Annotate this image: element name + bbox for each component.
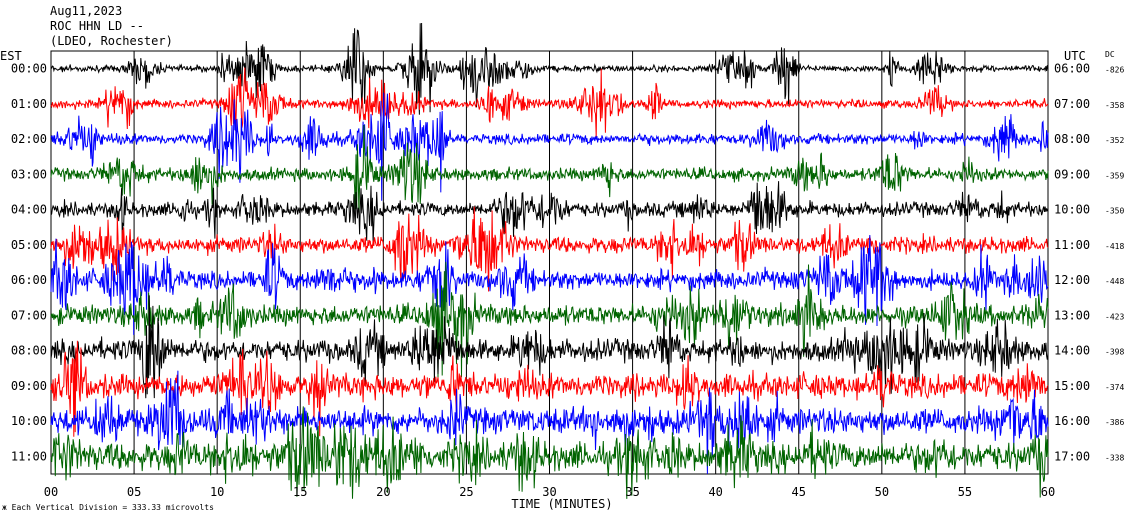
x-tick-label: 00 (44, 485, 58, 499)
right-time-label: 07:00 (1054, 97, 1090, 111)
x-tick-label: 35 (625, 485, 639, 499)
x-axis-label: TIME (MINUTES) (511, 497, 612, 511)
dc-value-label: -352 (1105, 136, 1124, 145)
right-time-label: 11:00 (1054, 238, 1090, 252)
right-time-label: 10:00 (1054, 203, 1090, 217)
trace-row-08:00 (50, 295, 1049, 399)
trace-row-10:00 (50, 370, 1049, 475)
left-time-label: 05:00 (11, 238, 47, 252)
trace-row-07:00 (50, 261, 1049, 379)
x-axis-ticks: 00 05 10 15 20 25 30 35 40 45 50 55 60 (44, 485, 1055, 499)
location-label: (LDEO, Rochester) (50, 34, 173, 48)
left-time-label: 02:00 (11, 132, 47, 146)
right-time-label: 17:00 (1054, 449, 1090, 463)
right-time-label: 09:00 (1054, 167, 1090, 181)
scale-note: ж Each Vertical Division = 333.33 microv… (2, 503, 214, 512)
trace-row-03:00 (50, 124, 1049, 213)
right-time-label: 13:00 (1054, 308, 1090, 322)
x-tick-label: 15 (293, 485, 307, 499)
dc-value-label: -386 (1105, 418, 1124, 427)
x-tick-label: 30 (542, 485, 556, 499)
left-time-label: 04:00 (11, 203, 47, 217)
trace-row-01:00 (50, 67, 1049, 138)
right-time-label: 15:00 (1054, 379, 1090, 393)
trace-row-09:00 (50, 340, 1049, 437)
x-tick-label: 05 (127, 485, 141, 499)
left-time-label: 11:00 (11, 449, 47, 463)
x-tick-label: 45 (792, 485, 806, 499)
left-time-label: 09:00 (11, 379, 47, 393)
left-time-label: 03:00 (11, 167, 47, 181)
date-label: Aug11,2023 (50, 4, 122, 18)
right-timezone-label: UTC (1064, 49, 1086, 63)
x-tick-label: 20 (376, 485, 390, 499)
left-time-label: 08:00 (11, 344, 47, 358)
trace-row-02:00 (50, 92, 1049, 201)
trace-row-05:00 (50, 206, 1049, 292)
x-tick-label: 60 (1041, 485, 1055, 499)
left-time-label: 01:00 (11, 97, 47, 111)
dc-value-label: -418 (1105, 242, 1124, 251)
trace-row-06:00 (50, 234, 1049, 335)
trace-row-11:00 (50, 406, 1049, 499)
dc-value-label: -350 (1105, 207, 1124, 216)
scale-note-text: Each Vertical Division = 333.33 microvol… (12, 503, 214, 512)
right-time-label: 06:00 (1054, 62, 1090, 76)
trace-row-00:00 (50, 22, 1049, 115)
x-tick-label: 50 (875, 485, 889, 499)
left-time-label: 06:00 (11, 273, 47, 287)
right-time-label: 12:00 (1054, 273, 1090, 287)
station-label: ROC HHN LD -- (50, 19, 144, 33)
dc-value-label: -398 (1105, 348, 1124, 357)
x-tick-label: 25 (459, 485, 473, 499)
dc-value-label: -338 (1105, 453, 1124, 462)
grid (50, 51, 1049, 474)
dc-value-label: -374 (1105, 383, 1124, 392)
trace-row-04:00 (50, 181, 1049, 244)
left-time-label: 00:00 (11, 62, 47, 76)
right-time-label: 14:00 (1054, 344, 1090, 358)
dc-value-label: -359 (1105, 171, 1124, 180)
dc-value-label: -358 (1105, 101, 1124, 110)
row-labels: 00:00 06:00 -826 01:00 07:00 -358 02:00 08:00 -3… (11, 62, 1125, 464)
x-tick-label: 40 (708, 485, 722, 499)
scale-icon: ж (2, 503, 12, 512)
dc-header-label: DC (1105, 50, 1115, 59)
left-time-label: 10:00 (11, 414, 47, 428)
traces (50, 22, 1049, 499)
dc-value-label: -826 (1105, 66, 1124, 75)
left-time-label: 07:00 (11, 308, 47, 322)
left-timezone-label: EST (0, 49, 22, 63)
dc-value-label: -423 (1105, 312, 1124, 321)
x-tick-label: 55 (958, 485, 972, 499)
right-time-label: 08:00 (1054, 132, 1090, 146)
right-time-label: 16:00 (1054, 414, 1090, 428)
x-tick-label: 10 (210, 485, 224, 499)
dc-value-label: -448 (1105, 277, 1124, 286)
